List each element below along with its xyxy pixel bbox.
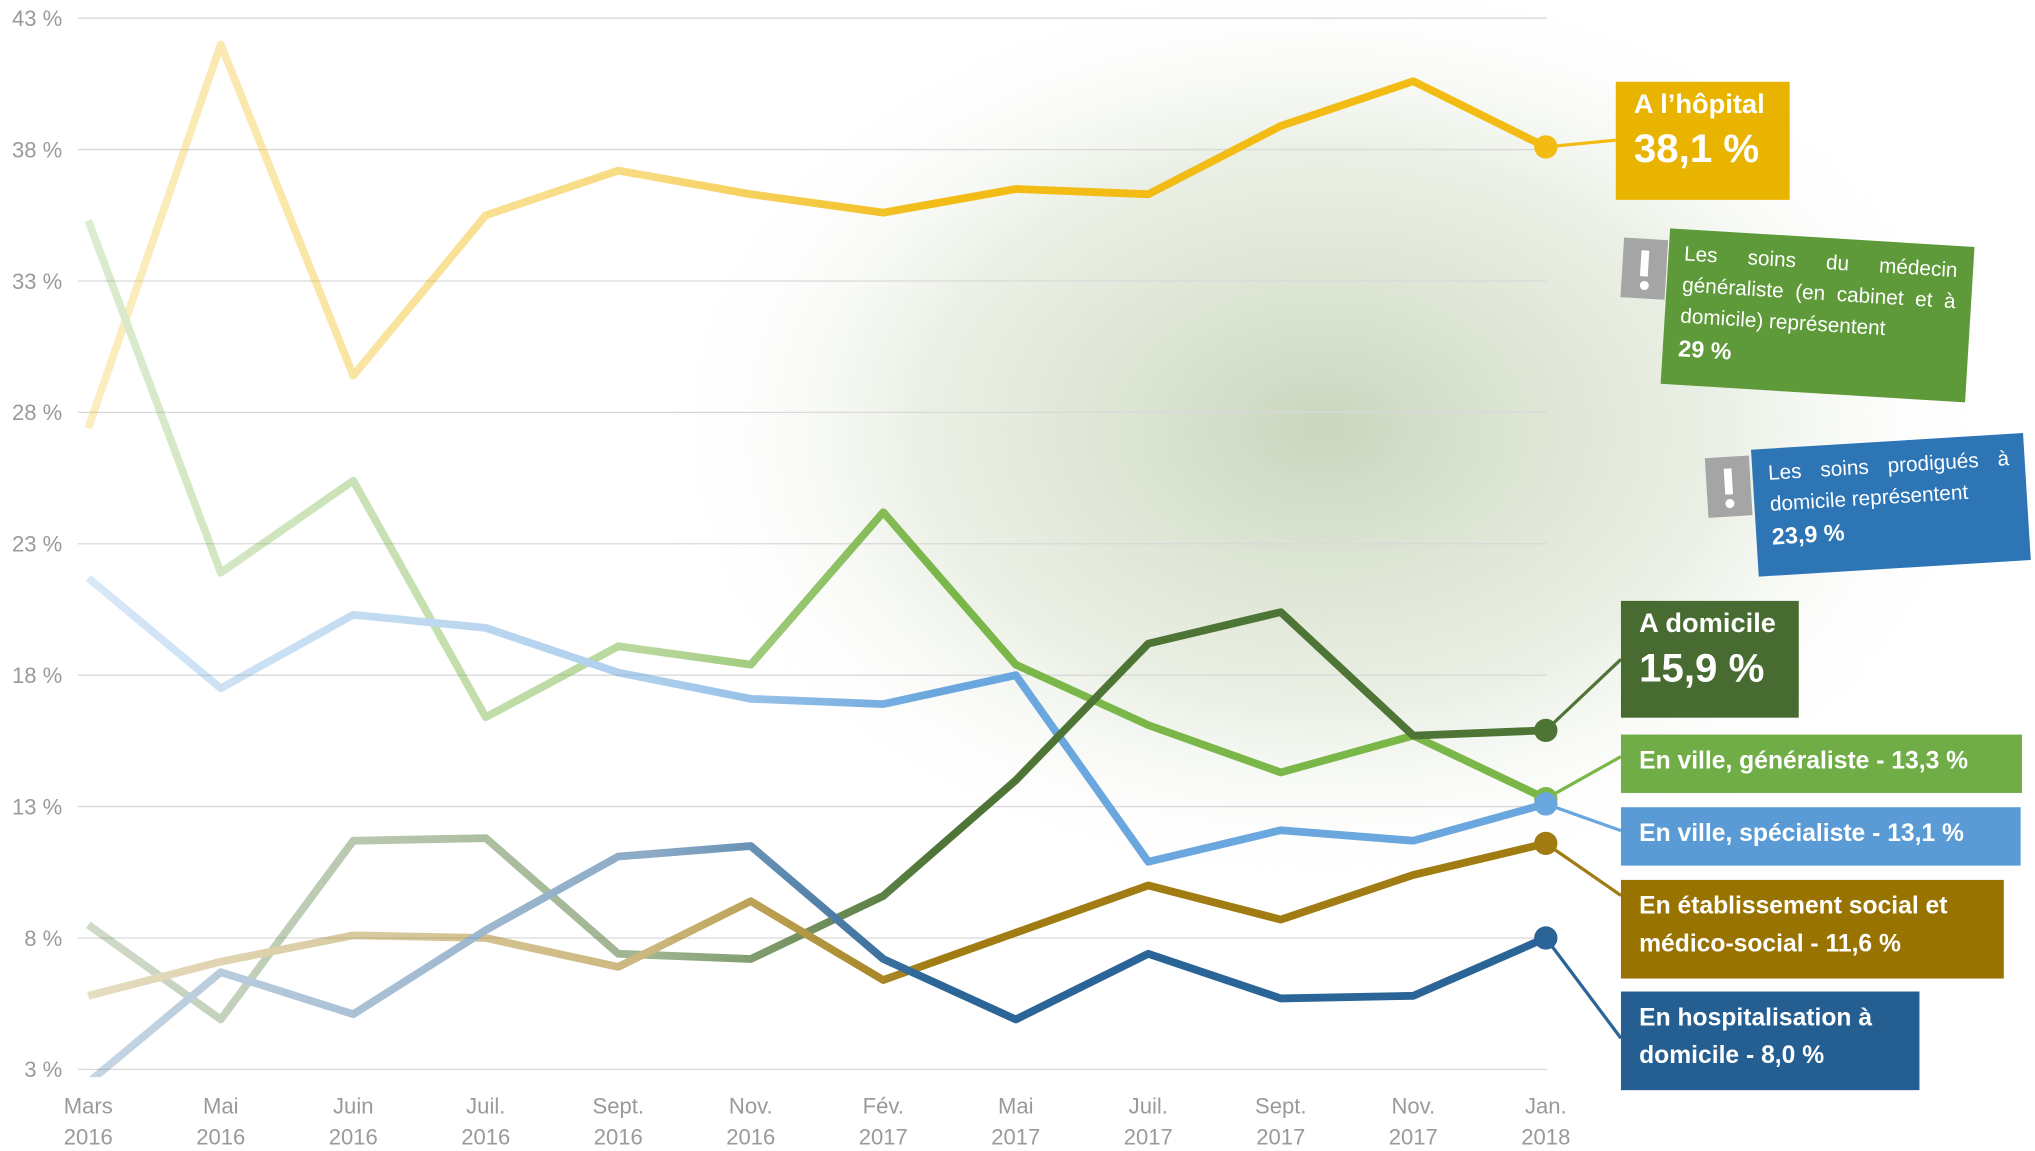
series-label: A l’hôpital 38,1 %: [1616, 82, 1790, 200]
x-tick-label: Sept.2017: [1255, 1094, 1306, 1150]
series-label: En établissement social et médico-social…: [1621, 880, 2004, 979]
data-label: 13,3 %: [1891, 748, 1968, 775]
y-tick-label: 28 %: [12, 400, 62, 425]
y-tick-label: 8 %: [24, 926, 62, 951]
series-label: En ville, spécialiste - 13,1 %: [1621, 807, 2021, 865]
data-label: 38,1 %: [1634, 126, 1772, 173]
series-label: A domicile 15,9 %: [1621, 601, 1799, 718]
page: 3 % 8 % 13 % 18 % 23 % 28 % 33 % 38 % 43 % Mars20…: [0, 0, 2035, 1151]
y-tick-label: 38 %: [12, 137, 62, 162]
x-tick-label: Nov.2016: [726, 1094, 775, 1150]
stage: 3 % 8 % 13 % 18 % 23 % 28 % 33 % 38 % 43 % Mars20…: [0, 0, 2035, 1151]
end-marker: [1534, 135, 1557, 158]
separator: -: [1876, 748, 1884, 775]
x-tick-label: Juil.2016: [461, 1094, 510, 1150]
annotation: Les soins prodigués à domicile représent…: [1751, 433, 2031, 577]
warning-icon: [1620, 238, 1668, 300]
y-tick-label: 18 %: [12, 663, 62, 688]
data-label: 8,0 %: [1761, 1042, 1824, 1069]
annotation-text: Les soins du médecin généraliste (en cab…: [1680, 244, 1958, 341]
series-label: En hospitalisation à domicile - 8,0 %: [1621, 992, 1919, 1091]
y-tick-label: 33 %: [12, 269, 62, 294]
end-marker: [1534, 926, 1557, 949]
legend-label: En ville, généraliste: [1639, 748, 1869, 775]
end-marker: [1534, 792, 1557, 815]
annotation-value: 29 %: [1677, 333, 1952, 381]
x-tick-label: Jan.2018: [1521, 1094, 1570, 1150]
separator: -: [1810, 931, 1818, 958]
y-tick-label: 13 %: [12, 794, 62, 819]
separator: -: [1746, 1042, 1754, 1069]
legend-label: En hospitalisation à domicile: [1639, 1004, 1872, 1069]
end-marker: [1534, 719, 1557, 742]
y-tick-label: 23 %: [12, 532, 62, 557]
y-tick-label: 3 %: [24, 1057, 62, 1082]
x-tick-label: Juil.2017: [1124, 1094, 1173, 1150]
series-label: En ville, généraliste - 13,3 %: [1621, 735, 2022, 793]
warning-icon: [1705, 456, 1753, 518]
data-label: 11,6 %: [1825, 931, 1900, 958]
y-tick-label: 43 %: [12, 6, 62, 31]
x-tick-label: Fév.2017: [859, 1094, 908, 1150]
data-label: 15,9 %: [1639, 645, 1780, 692]
separator: -: [1872, 820, 1880, 847]
annotation-text: Les soins prodigués à domicile représent…: [1767, 448, 2009, 516]
annotation: Les soins du médecin généraliste (en cab…: [1661, 228, 1975, 402]
legend-label: A domicile: [1639, 609, 1780, 640]
data-label: 13,1 %: [1887, 820, 1964, 847]
legend-label: En ville, spécialiste: [1639, 820, 1865, 847]
x-tick-label: Sept.2016: [593, 1094, 644, 1150]
legend-label: A l’hôpital: [1634, 90, 1772, 121]
x-tick-label: Nov.2017: [1389, 1094, 1438, 1150]
connector: [1546, 938, 1621, 1038]
end-marker: [1534, 832, 1557, 855]
